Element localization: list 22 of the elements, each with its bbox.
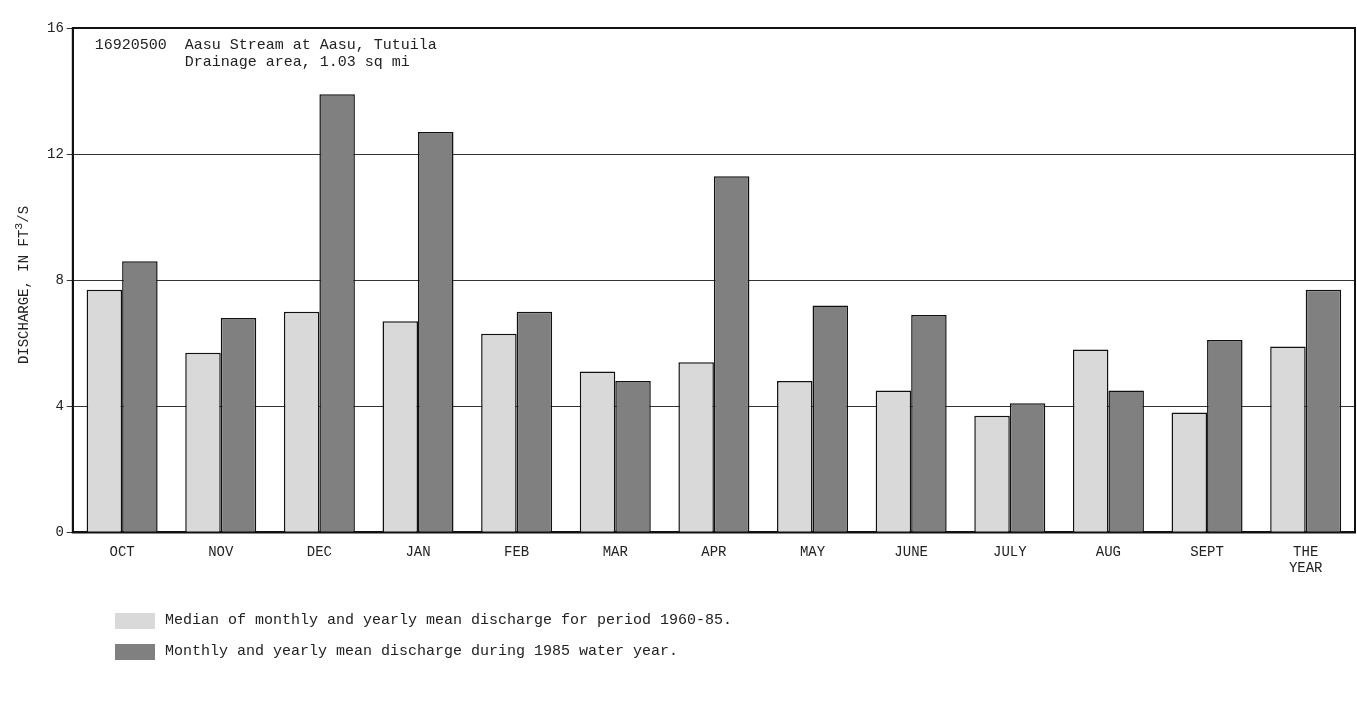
x-tick-label: AUG	[1095, 543, 1122, 560]
y-tick-label: 8	[55, 271, 64, 288]
x-tick-label: APR	[701, 543, 728, 560]
x-tick-label: THE YEAR	[1288, 543, 1324, 577]
x-tick-label: MAR	[602, 543, 629, 560]
y-tick-label: 4	[55, 398, 64, 414]
x-tick-label: MAY	[799, 543, 826, 560]
x-tick-label: JAN	[405, 543, 431, 560]
annotation: Drainage area, 1.03 sq mi	[184, 54, 410, 72]
x-tick-label: SEPT	[1190, 543, 1224, 560]
legend-label: Median of monthly and yearly mean discharge for period 1960-85.	[165, 612, 733, 629]
x-tick-label: FEB	[504, 543, 530, 560]
y-tick-label: 0	[55, 524, 64, 541]
y-tick-label: 12	[46, 145, 64, 162]
x-tick-label: JULY	[992, 543, 1028, 560]
y-tick-label: 16	[46, 19, 64, 36]
x-tick-label: NOV	[208, 543, 234, 560]
x-tick-label: OCT	[109, 543, 135, 560]
legend-label: Monthly and yearly mean discharge during 1985 water year.	[165, 643, 679, 660]
annotation: 16920500 Aasu Stream at Aasu, Tutuila	[94, 37, 437, 55]
x-tick-label: DEC	[306, 543, 332, 560]
x-tick-label: JUNE	[894, 543, 928, 560]
